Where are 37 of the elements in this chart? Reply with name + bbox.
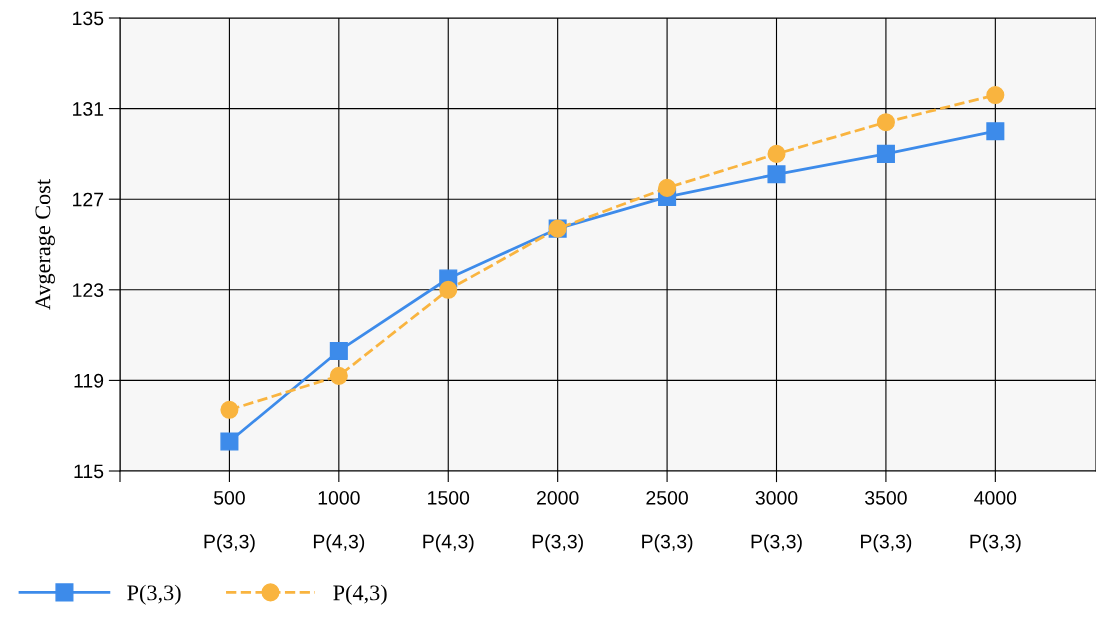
text: P(3,3) [970,534,1021,553]
x-tick-label: 3500 [865,490,907,505]
text: P(3,3) [861,534,912,553]
x-tick-label: 500 [213,490,245,505]
text: P(4,3) [423,534,474,553]
point [986,122,1005,141]
point [767,165,786,184]
text: P(3,3) [751,534,802,553]
x-tick-label: 2000 [537,490,579,505]
legend-label: P(4,3) [333,584,387,605]
point [767,144,786,163]
point [329,366,348,385]
point [220,400,239,419]
x-tick-label: 2500 [646,490,688,505]
text: P(3,3) [532,534,583,553]
y-axis-title: Avgerage Cost [35,179,55,310]
legend-label: P(3,3) [127,584,181,605]
point [876,113,895,132]
text: P(3,3) [642,534,693,553]
y-tick-label: 115 [74,464,104,479]
point [876,144,895,163]
x-tick-label: 3000 [755,490,798,505]
y-tick-label: 131 [73,102,104,116]
point [986,85,1005,105]
y-tick-label: 123 [73,283,104,298]
y-tick-label: 135 [73,11,104,26]
y-tick-label: 127 [73,192,104,207]
text: P(4,3) [313,534,365,553]
point [329,341,348,360]
text: P(3,3) [204,534,255,553]
point [439,280,458,299]
x-tick-label: 4000 [974,490,1017,505]
point [220,432,239,451]
x-tick-label: 1500 [428,490,470,505]
point [658,178,677,197]
y-tick-label: 119 [74,373,104,388]
x-tick-label: 1000 [318,490,360,505]
